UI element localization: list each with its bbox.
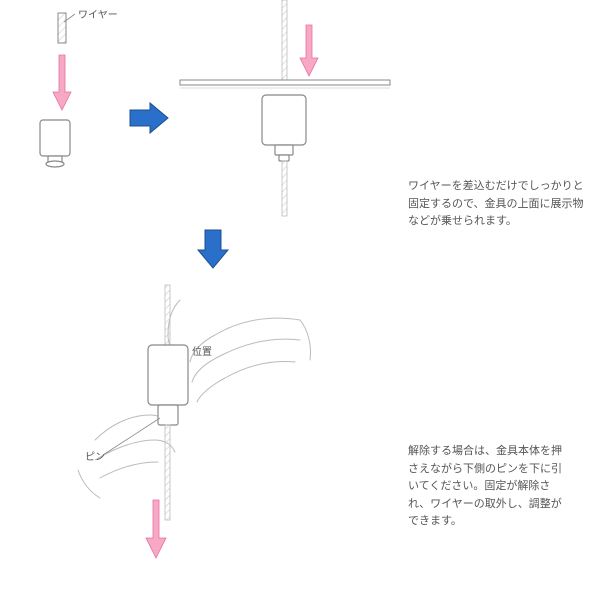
- pin-leader: [103, 418, 160, 455]
- step2-fixture: [262, 95, 306, 161]
- step2-wire-down: [282, 161, 287, 216]
- blue-arrow-2: [198, 230, 228, 268]
- step3-text: 解除する場合は、金具本体を押さえながら下側のピンを下に引いてください。固定が解除…: [408, 443, 568, 531]
- position-label: 位置: [192, 343, 212, 358]
- step1-fixture: [40, 120, 70, 167]
- step2-text: ワイヤーを差込むだけでしっかりと固定するので、金具の上面に展示物などが乗せられま…: [408, 178, 588, 231]
- step2-crossbar: [180, 80, 390, 88]
- step2-pink-arrow: [300, 25, 318, 76]
- step1-pink-arrow: [53, 55, 71, 110]
- diagram-canvas: ワイヤー ワイヤーを差込むだけでしっかりと固定するので、金具の上面に展示物などが…: [0, 0, 600, 600]
- step2-wire-top: [282, 0, 287, 80]
- blue-arrow-1: [130, 103, 168, 133]
- pin-label: ピン: [85, 448, 105, 463]
- step3-fixture: [148, 345, 188, 425]
- step3-wire-down: [165, 425, 170, 520]
- step3-pink-arrow: [146, 500, 166, 558]
- step3-wire-top: [165, 285, 170, 345]
- step3-hands: [78, 300, 311, 498]
- step1-wire-piece: [58, 13, 75, 43]
- wire-label: ワイヤー: [78, 6, 118, 21]
